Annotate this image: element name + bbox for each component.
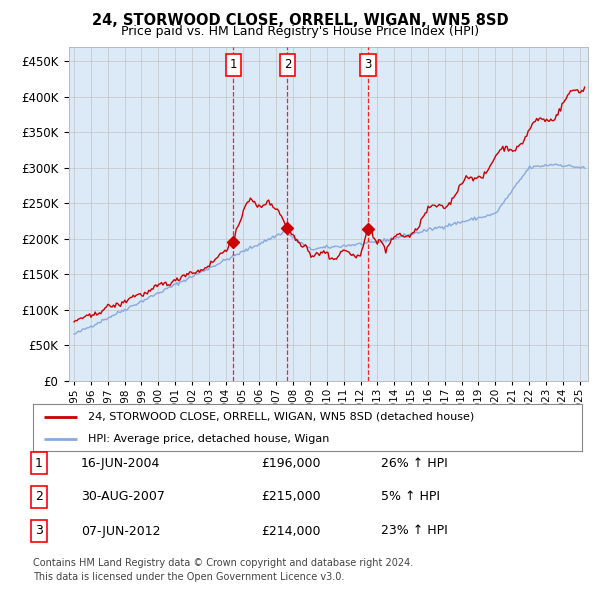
Text: 2: 2	[284, 58, 291, 71]
Text: HPI: Average price, detached house, Wigan: HPI: Average price, detached house, Wiga…	[88, 434, 329, 444]
Text: 30-AUG-2007: 30-AUG-2007	[81, 490, 165, 503]
Text: £196,000: £196,000	[261, 457, 320, 470]
Text: 2: 2	[35, 490, 43, 503]
Text: £214,000: £214,000	[261, 525, 320, 537]
Text: 5% ↑ HPI: 5% ↑ HPI	[381, 490, 440, 503]
Text: 07-JUN-2012: 07-JUN-2012	[81, 525, 161, 537]
Text: 1: 1	[230, 58, 237, 71]
Text: Contains HM Land Registry data © Crown copyright and database right 2024.: Contains HM Land Registry data © Crown c…	[33, 558, 413, 568]
Text: 23% ↑ HPI: 23% ↑ HPI	[381, 525, 448, 537]
Text: 26% ↑ HPI: 26% ↑ HPI	[381, 457, 448, 470]
Text: Price paid vs. HM Land Registry's House Price Index (HPI): Price paid vs. HM Land Registry's House …	[121, 25, 479, 38]
Text: 3: 3	[35, 525, 43, 537]
Text: £215,000: £215,000	[261, 490, 320, 503]
Text: 16-JUN-2004: 16-JUN-2004	[81, 457, 160, 470]
Text: 24, STORWOOD CLOSE, ORRELL, WIGAN, WN5 8SD: 24, STORWOOD CLOSE, ORRELL, WIGAN, WN5 8…	[92, 13, 508, 28]
Text: This data is licensed under the Open Government Licence v3.0.: This data is licensed under the Open Gov…	[33, 572, 344, 582]
Text: 3: 3	[364, 58, 371, 71]
Text: 24, STORWOOD CLOSE, ORRELL, WIGAN, WN5 8SD (detached house): 24, STORWOOD CLOSE, ORRELL, WIGAN, WN5 8…	[88, 412, 474, 422]
Text: 1: 1	[35, 457, 43, 470]
